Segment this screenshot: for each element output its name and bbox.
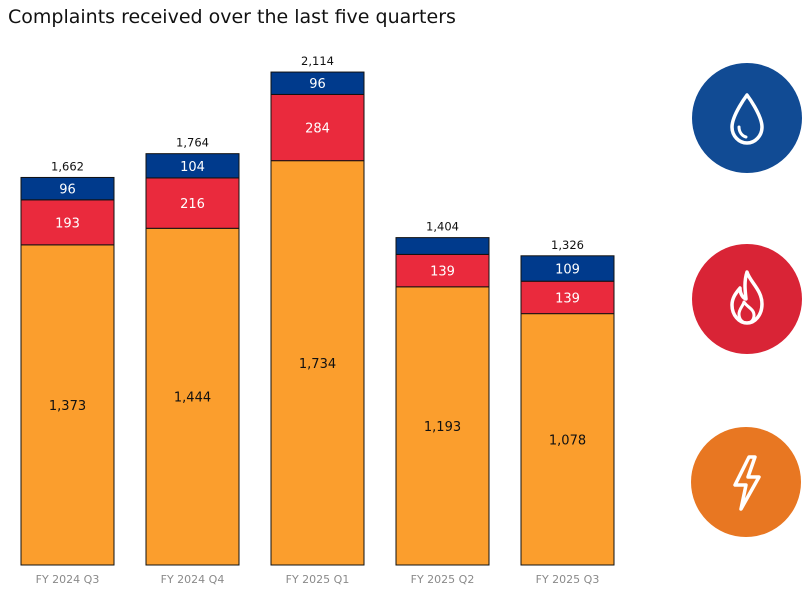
chart-title: Complaints received over the last five q… bbox=[8, 6, 456, 28]
water-icon-circle bbox=[692, 63, 802, 173]
bar-total-label: 1,764 bbox=[176, 136, 209, 150]
bar-segment-electricity bbox=[20, 244, 115, 566]
segment-value-label: 104 bbox=[180, 160, 205, 175]
bar-segment-water bbox=[520, 255, 615, 282]
bar-segment-gas bbox=[395, 253, 490, 288]
segment-value-label: 109 bbox=[555, 263, 580, 278]
bar-segment-electricity bbox=[395, 286, 490, 566]
lightning-icon-circle bbox=[691, 427, 801, 537]
bar-segment-electricity bbox=[145, 227, 240, 566]
segment-value-label: 96 bbox=[309, 77, 326, 92]
bar-segment-gas bbox=[270, 93, 365, 162]
segment-value-label: 216 bbox=[180, 197, 205, 212]
segment-value-label: 1,734 bbox=[299, 357, 336, 372]
flame-icon bbox=[730, 270, 764, 325]
segment-value-label: 284 bbox=[305, 122, 330, 137]
stacked-bar-chart: 1,373 193 96 1,662 FY 2024 Q3 1,444 216 104 1,76… bbox=[20, 54, 615, 586]
bar-total-label: 2,114 bbox=[301, 54, 334, 68]
bar-segment-gas bbox=[520, 280, 615, 315]
segment-value-label: 139 bbox=[555, 291, 580, 306]
lightning-bolt-icon bbox=[733, 455, 761, 511]
x-tick-label: FY 2025 Q2 bbox=[411, 573, 475, 586]
segment-value-label: 1,193 bbox=[424, 420, 461, 435]
bar-segment-gas bbox=[145, 177, 240, 229]
bar-segment-water bbox=[145, 153, 240, 179]
x-tick-label: FY 2025 Q3 bbox=[536, 573, 600, 586]
segment-value-label: 193 bbox=[55, 216, 80, 231]
water-drop-icon bbox=[730, 93, 764, 145]
segment-value-label: 1,373 bbox=[49, 399, 86, 414]
bar-total-label: 1,326 bbox=[551, 238, 584, 252]
x-tick-label: FY 2024 Q4 bbox=[161, 573, 225, 586]
flame-icon-circle bbox=[692, 244, 802, 354]
segment-value-label: 139 bbox=[430, 265, 455, 280]
segment-value-label: 96 bbox=[59, 183, 76, 198]
bar-segment-electricity bbox=[270, 160, 365, 566]
segment-value-label: 1,078 bbox=[549, 433, 586, 448]
segment-value-label: 1,444 bbox=[174, 391, 211, 406]
bar-total-label: 1,662 bbox=[51, 159, 84, 173]
bar-segment-gas bbox=[20, 199, 115, 246]
bar-segment-water bbox=[20, 176, 115, 201]
bar-segment-water bbox=[395, 237, 490, 255]
x-tick-label: FY 2024 Q3 bbox=[36, 573, 100, 586]
bar-total-label: 1,404 bbox=[426, 220, 459, 234]
bar-segment-water bbox=[270, 71, 365, 95]
x-tick-label: FY 2025 Q1 bbox=[286, 573, 350, 586]
